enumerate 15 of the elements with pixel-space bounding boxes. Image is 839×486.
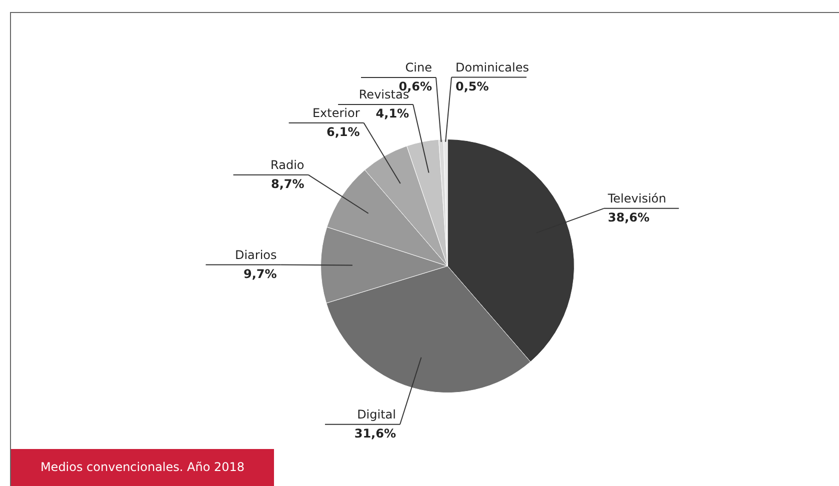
data-label: 9,7% [243, 266, 277, 281]
slice-label: Exterior [312, 106, 360, 120]
text: Medios convencionales. Año 2018 [11, 449, 274, 486]
slice-label: Digital [357, 407, 396, 422]
data-label: 0,5% [456, 79, 489, 94]
data-label: 31,6% [354, 426, 396, 440]
data-label: 8,7% [271, 176, 304, 191]
data-label: 38,6% [608, 210, 650, 225]
data-label: 4,1% [376, 106, 410, 121]
slice-label: Dominicales [456, 60, 529, 74]
slice-label: Televisión [606, 192, 666, 206]
data-label: 6,1% [326, 125, 360, 140]
slice-label: Cine [405, 60, 432, 75]
slice-label: Diarios [234, 248, 277, 262]
slice-label: Radio [270, 158, 304, 172]
